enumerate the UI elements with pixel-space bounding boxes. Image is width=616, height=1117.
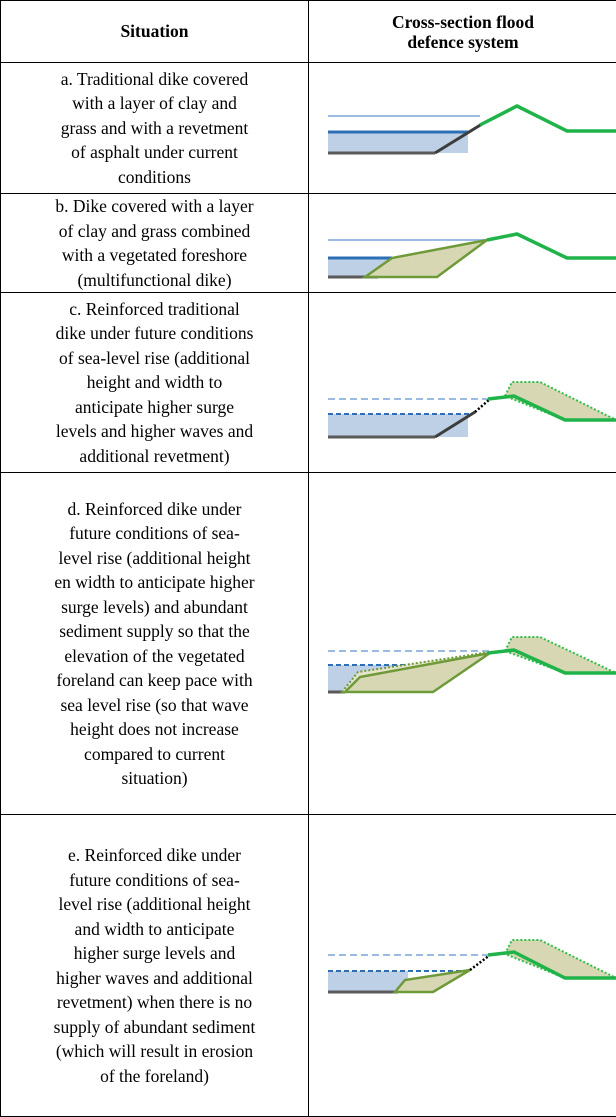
cross-section-d (328, 637, 616, 692)
cross-section-c (328, 382, 616, 437)
page: Situation Cross-section flood defence sy… (0, 0, 616, 1115)
cross-section-e (328, 940, 616, 992)
cross-section-b (328, 234, 616, 277)
cross-section-a (328, 106, 616, 153)
cross-sections (0, 0, 616, 1115)
